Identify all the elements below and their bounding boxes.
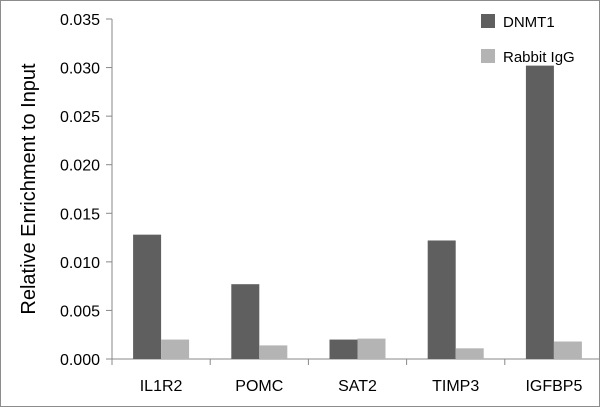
bar-rabbit-igg-sat2	[357, 338, 386, 359]
y-tick-label: 0.030	[60, 61, 100, 78]
x-tick-label-pomc: POMC	[235, 378, 283, 395]
bar-dnmt1-il1r2	[133, 234, 162, 359]
bar-rabbit-igg-pomc	[259, 345, 288, 359]
x-tick-label-igfbp5: IGFBP5	[525, 378, 582, 395]
x-tick-label-timp3: TIMP3	[432, 378, 479, 395]
x-axis-ticks: IL1R2 POMC SAT2 TIMP3 IGFBP5	[111, 359, 582, 395]
y-axis-ticks: 0.000 0.005 0.010 0.015 0.020 0.025 0.030 0.035	[60, 12, 112, 369]
y-tick-label: 0.005	[60, 303, 100, 320]
bar-dnmt1-pomc	[231, 284, 260, 359]
y-tick-label: 0.015	[60, 206, 100, 223]
bars	[133, 65, 582, 359]
bar-rabbit-igg-il1r2	[161, 339, 190, 359]
legend-label-dnmt1: DNMT1	[503, 14, 555, 31]
bar-dnmt1-igfbp5	[525, 65, 554, 359]
x-tick-label-il1r2: IL1R2	[140, 378, 183, 395]
legend-swatch-dnmt1	[481, 14, 495, 28]
bar-rabbit-igg-timp3	[455, 348, 484, 359]
y-axis-label: Relative Enrichment to Input	[18, 63, 40, 315]
legend-label-rabbit-igg: Rabbit IgG	[503, 49, 575, 66]
legend: DNMT1 Rabbit IgG	[481, 14, 575, 66]
y-tick-label: 0.025	[60, 109, 100, 126]
x-tick-label-sat2: SAT2	[338, 378, 377, 395]
y-tick-label: 0.020	[60, 158, 100, 175]
y-tick-label: 0.010	[60, 255, 100, 272]
y-tick-label: 0.035	[60, 12, 100, 29]
legend-swatch-rabbit-igg	[481, 49, 495, 63]
bar-rabbit-igg-igfbp5	[553, 341, 582, 359]
bar-dnmt1-sat2	[329, 339, 358, 359]
bar-dnmt1-timp3	[427, 240, 456, 359]
y-tick-label: 0.000	[60, 352, 100, 369]
